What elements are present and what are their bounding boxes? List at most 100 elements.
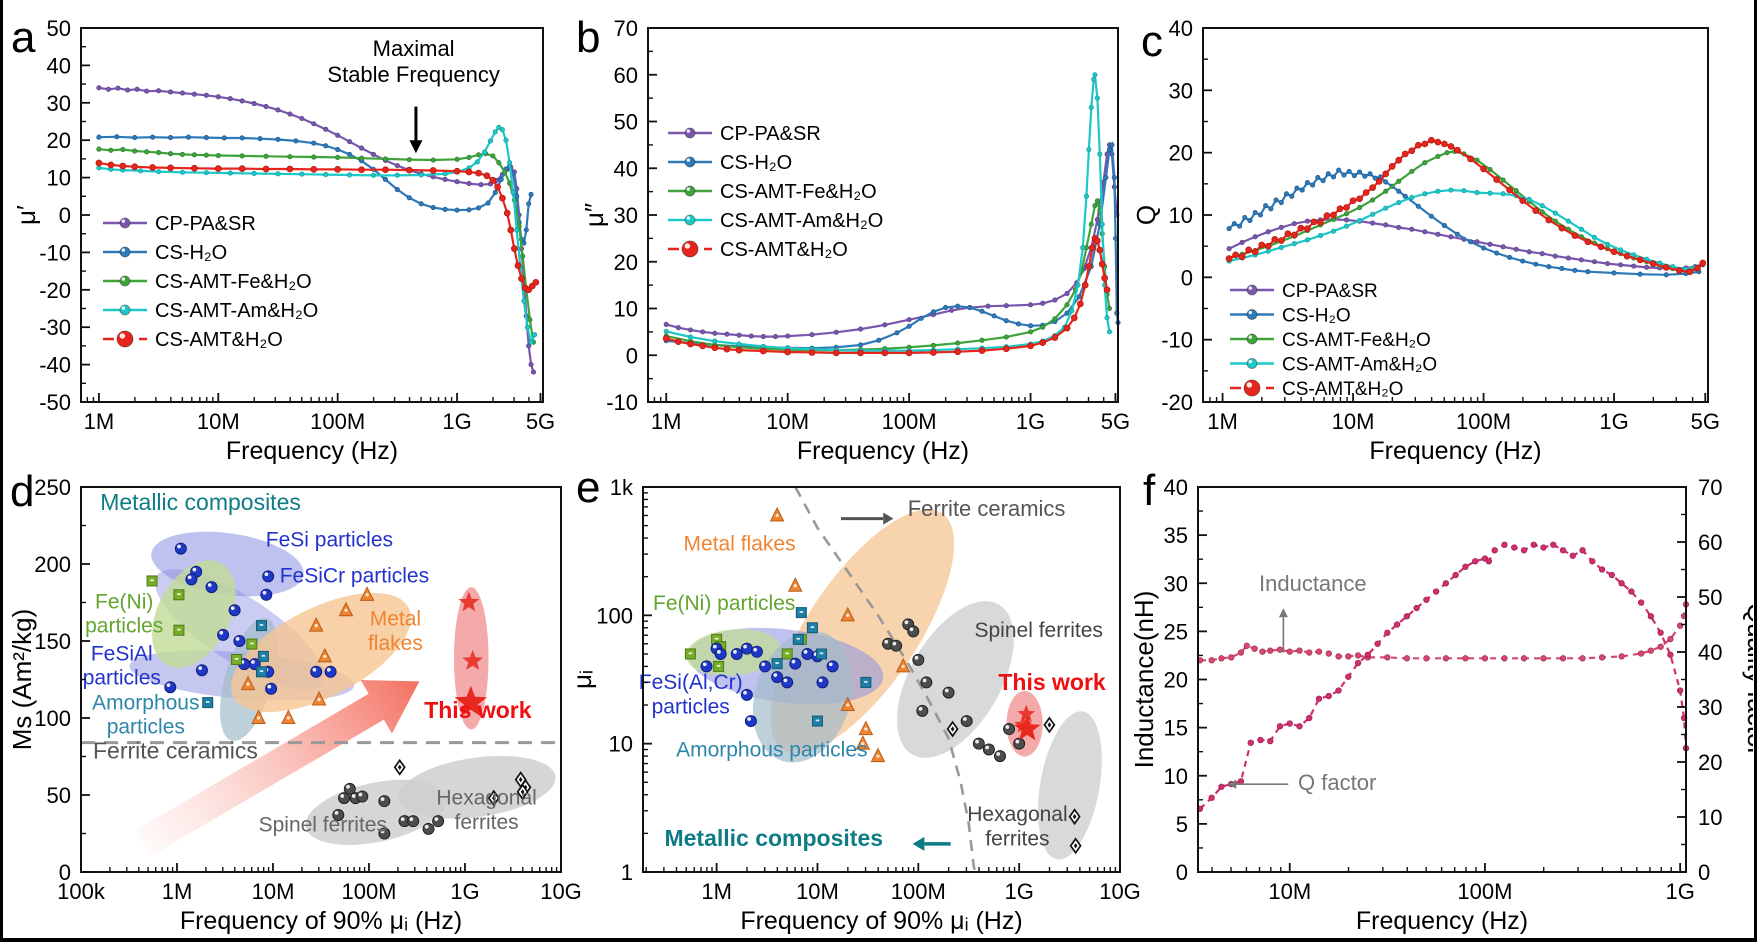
scatter-fesi-particles xyxy=(164,542,337,695)
svg-text:250: 250 xyxy=(34,475,71,500)
series-cs-amt&h₂o xyxy=(662,235,1111,357)
panel-letter-b: b xyxy=(576,13,600,62)
svg-text:Hexagonal: Hexagonal xyxy=(436,787,536,810)
svg-text:Ferrite ceramics: Ferrite ceramics xyxy=(93,737,258,763)
svg-text:25: 25 xyxy=(1164,619,1188,644)
svg-text:CS-AMT-Fe&H₂O: CS-AMT-Fe&H₂O xyxy=(720,181,877,203)
svg-text:100M: 100M xyxy=(341,879,396,904)
svg-text:0: 0 xyxy=(59,203,71,228)
svg-text:-30: -30 xyxy=(39,315,71,340)
svg-text:CP-PA&SR: CP-PA&SR xyxy=(720,123,821,145)
svg-text:1G: 1G xyxy=(1016,409,1045,434)
svg-text:100M: 100M xyxy=(310,409,365,434)
svg-text:CS-AMT-Fe&H₂O: CS-AMT-Fe&H₂O xyxy=(1282,330,1431,351)
series-inductance xyxy=(1196,601,1690,664)
svg-text:5G: 5G xyxy=(526,409,555,434)
panel-b-axes: 1M 10M 100M 1G 5G Frequency (Hz) -10 0 10 20 30 40 5… xyxy=(579,16,1130,465)
svg-text:15: 15 xyxy=(1164,716,1188,741)
label-fesicr-particles: FeSiCr particles xyxy=(280,564,429,587)
svg-text:100: 100 xyxy=(596,603,633,628)
svg-text:1G: 1G xyxy=(442,409,471,434)
svg-text:10: 10 xyxy=(1698,805,1722,830)
svg-text:1G: 1G xyxy=(1004,879,1033,904)
panel-letter-e: e xyxy=(576,463,600,512)
label-amorphous-particles: Amorphous particles xyxy=(676,739,867,762)
svg-text:FeSiCr particles: FeSiCr particles xyxy=(280,564,429,587)
svg-text:100: 100 xyxy=(34,706,71,731)
svg-text:10G: 10G xyxy=(1099,879,1141,904)
svg-text:30: 30 xyxy=(614,203,638,228)
scatter-metal-flakes xyxy=(240,586,375,725)
svg-text:5G: 5G xyxy=(1101,409,1130,434)
panel-c-axes: 1M 10M 100M 1G 5G Frequency (Hz) -20 -10 0 10 20 30… xyxy=(1131,16,1720,465)
svg-text:60: 60 xyxy=(614,63,638,88)
svg-text:Spinel ferrites: Spinel ferrites xyxy=(259,814,387,837)
svg-text:50: 50 xyxy=(614,110,638,135)
svg-text:Frequency (Hz): Frequency (Hz) xyxy=(1369,437,1541,465)
svg-text:FeSi(Al,Cr): FeSi(Al,Cr) xyxy=(639,671,743,694)
svg-text:Quality factor: Quality factor xyxy=(1742,603,1753,757)
panel-a-axes: 1M 10M 100M 1G 5G Frequency (Hz) -50 -40 -30 -20 -… xyxy=(11,16,555,465)
svg-text:30: 30 xyxy=(1164,571,1188,596)
svg-text:20: 20 xyxy=(47,128,71,153)
svg-text:1G: 1G xyxy=(1665,879,1694,904)
panel-a-legend: CP-PA&SR CS-H₂O CS-AMT-Fe&H₂O CS-AMT-Am&H₂O… xyxy=(103,213,318,351)
svg-text:100M: 100M xyxy=(891,879,946,904)
svg-text:Fe(Ni): Fe(Ni) xyxy=(95,590,153,613)
svg-text:10M: 10M xyxy=(1268,879,1311,904)
scatter-this-work xyxy=(454,591,487,717)
svg-text:-20: -20 xyxy=(39,278,71,303)
panel-c: CP-PA&SR CS-H₂O CS-AMT-Fe&H₂O CS-AMT-Am&H₂O… xyxy=(1131,16,1720,465)
svg-text:Spinel ferrites: Spinel ferrites xyxy=(975,619,1103,642)
series-q-factor xyxy=(1196,541,1690,812)
panel-letter-c: c xyxy=(1141,17,1163,66)
svg-text:50: 50 xyxy=(47,16,71,41)
panel-b-legend: CP-PA&SR CS-H₂O CS-AMT-Fe&H₂O CS-AMT-Am&H₂O… xyxy=(668,123,883,261)
scatter-hexagonal-ferrites xyxy=(946,716,1082,855)
scatter-amorphous-particles xyxy=(202,620,269,709)
panel-letter-f: f xyxy=(1143,466,1156,515)
svg-text:particles: particles xyxy=(107,716,185,739)
svg-text:30: 30 xyxy=(1169,78,1193,103)
series-cs-amt&h₂o xyxy=(95,159,540,294)
svg-text:1M: 1M xyxy=(84,409,115,434)
svg-text:10: 10 xyxy=(47,166,71,191)
svg-text:CS-AMT-Am&H₂O: CS-AMT-Am&H₂O xyxy=(1282,355,1437,376)
svg-text:particles: particles xyxy=(83,666,161,689)
series-cp-pa&sr xyxy=(1226,216,1706,272)
svg-text:30: 30 xyxy=(47,91,71,116)
label-ferrite-ceramics: Ferrite ceramics xyxy=(908,496,1066,521)
svg-text:0: 0 xyxy=(59,860,71,885)
scatter-spinel-ferrites xyxy=(882,618,1026,763)
svg-text:1M: 1M xyxy=(1207,409,1238,434)
label-spinel-ferrites: Spinel ferrites xyxy=(975,619,1103,642)
svg-text:1M: 1M xyxy=(162,879,193,904)
scatter-hexagonal-ferrites xyxy=(393,758,532,807)
svg-text:0: 0 xyxy=(1181,265,1193,290)
svg-text:Metal flakes: Metal flakes xyxy=(684,533,796,556)
panel-letter-d: d xyxy=(10,467,34,516)
label-this-work: This work xyxy=(998,669,1106,695)
svg-text:70: 70 xyxy=(1698,475,1722,500)
svg-text:-50: -50 xyxy=(39,390,71,415)
svg-text:Amorphous: Amorphous xyxy=(92,692,199,715)
svg-text:10: 10 xyxy=(614,297,638,322)
svg-text:CP-PA&SR: CP-PA&SR xyxy=(155,213,256,235)
series-cs-amt-am&h₂o xyxy=(96,124,538,346)
svg-text:Frequency (Hz): Frequency (Hz) xyxy=(1356,907,1528,935)
svg-text:10: 10 xyxy=(609,732,633,757)
svg-text:5G: 5G xyxy=(1691,409,1720,434)
svg-text:20: 20 xyxy=(1164,668,1188,693)
panel-f: Inductance Q factor 10M 100M 1G Frequency (Hz… xyxy=(1129,466,1754,935)
svg-text:70: 70 xyxy=(614,16,638,41)
svg-text:CS-H₂O: CS-H₂O xyxy=(155,242,227,264)
svg-text:particles: particles xyxy=(85,614,163,637)
svg-text:Inductance: Inductance xyxy=(1259,571,1367,596)
svg-text:ferrites: ferrites xyxy=(985,827,1049,850)
